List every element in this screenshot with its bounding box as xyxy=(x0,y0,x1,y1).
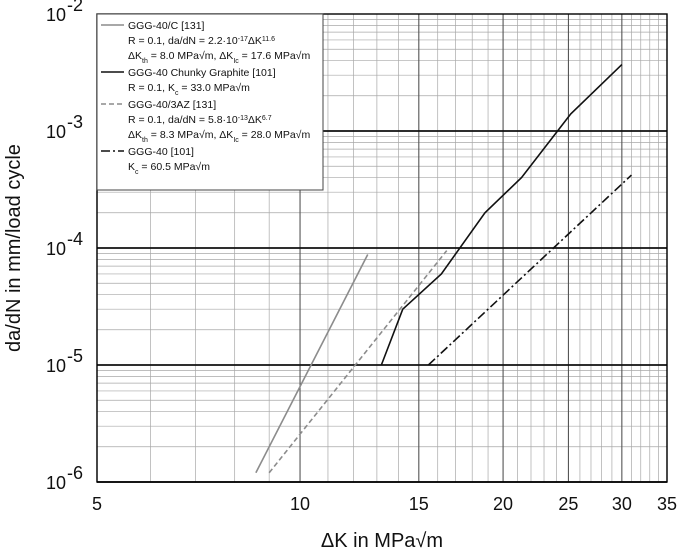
y-axis-label: da/dN in mm/load cycle xyxy=(3,144,25,352)
series-line-3 xyxy=(268,250,448,474)
legend-entry-4-line-1: GGG-40 [101] xyxy=(128,146,194,158)
x-tick-label: 5 xyxy=(92,494,102,514)
y-tick-label: 10 xyxy=(46,239,66,259)
legend-entry-1-line-1: GGG-40/C [131] xyxy=(128,20,205,32)
legend: GGG-40/C [131] R = 0.1, da/dN = 2.2·10-17… xyxy=(96,13,324,191)
x-axis-label: ΔK in MPa√m xyxy=(321,530,443,552)
legend-entry-2-line-1: GGG-40 Chunky Graphite [101] xyxy=(128,67,276,79)
x-tick-label: 35 xyxy=(657,494,677,514)
legend-entry-4-line-2: Kc = 60.5 MPa√m xyxy=(128,161,210,176)
legend-entry-2-line-2: R = 0.1, Kc = 33.0 MPa√m xyxy=(128,82,250,97)
y-tick-label: 10 xyxy=(46,5,66,25)
legend-entry-3-line-2: R = 0.1, da/dN = 5.8·10-13ΔK6.7 xyxy=(128,114,272,126)
legend-box xyxy=(96,13,324,191)
y-tick-label: 10 xyxy=(46,122,66,142)
x-tick-label: 15 xyxy=(409,494,429,514)
y-tick-exponent: -2 xyxy=(67,0,83,15)
series-layer xyxy=(255,63,632,474)
plot-frame xyxy=(96,13,668,483)
x-tick-label: 25 xyxy=(558,494,578,514)
x-tick-labels: 5 10 15 20 25 30 35 xyxy=(92,494,677,514)
x-tick-label: 20 xyxy=(493,494,513,514)
y-tick-labels: 10-610-510-410-310-2 xyxy=(46,0,83,493)
x-tick-label: 10 xyxy=(290,494,310,514)
y-tick-exponent: -5 xyxy=(67,346,83,366)
y-tick-exponent: -3 xyxy=(67,112,83,132)
series-line-2 xyxy=(380,63,623,366)
legend-entry-1-line-3: ΔKth = 8.0 MPa√m, ΔKIc = 17.6 MPa√m xyxy=(128,50,310,65)
series-line-1 xyxy=(255,254,369,474)
legend-entry-1-line-2: R = 0.1, da/dN = 2.2·10-17ΔK11.6 xyxy=(128,35,275,47)
legend-entry-3-line-1: GGG-40/3AZ [131] xyxy=(128,99,216,111)
y-tick-label: 10 xyxy=(46,356,66,376)
y-tick-label: 10 xyxy=(46,473,66,493)
legend-entry-3-line-3: ΔKth = 8.3 MPa√m, ΔKIc = 28.0 MPa√m xyxy=(128,129,310,144)
series-line-4 xyxy=(427,174,632,366)
x-tick-label: 30 xyxy=(612,494,632,514)
y-tick-exponent: -6 xyxy=(67,463,83,483)
y-tick-exponent: -4 xyxy=(67,229,83,249)
